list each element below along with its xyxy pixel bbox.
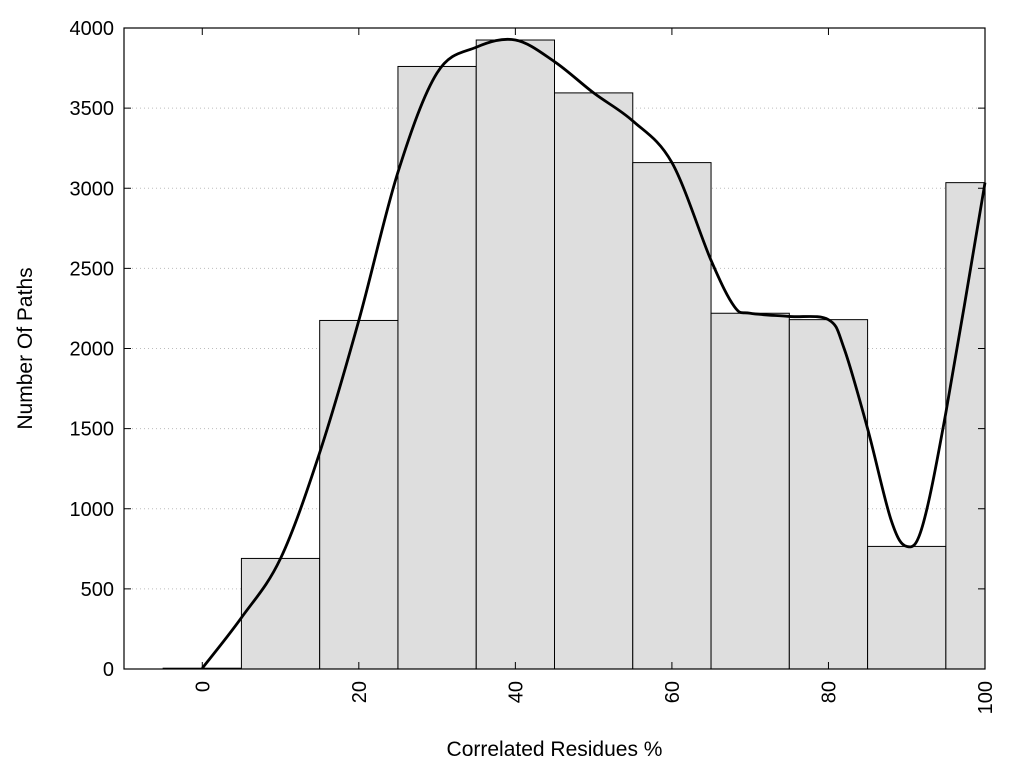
x-axis-title: Correlated Residues % (447, 738, 663, 761)
y-tick-label: 0 (103, 659, 114, 681)
x-axis: 0 20 40 60 80 100 (192, 28, 997, 714)
y-tick-label: 2000 (70, 339, 115, 361)
curve-line (201, 37, 987, 670)
x-tick-label: 80 (818, 681, 840, 703)
y-axis: 0 500 1000 1500 2000 2500 3000 3500 4000 (70, 18, 985, 681)
bar (632, 162, 712, 670)
bar (788, 319, 869, 670)
x-tick-label: 60 (662, 681, 684, 703)
y-tick-label: 3500 (70, 98, 115, 120)
x-tick-label: 20 (349, 681, 371, 703)
bar (240, 557, 321, 670)
bar (397, 65, 477, 670)
bar (867, 545, 947, 670)
y-tick-label: 1000 (70, 499, 115, 521)
y-tick-label: 500 (81, 579, 114, 601)
x-tick-label: 40 (505, 681, 527, 703)
x-tick-label: 0 (192, 681, 214, 692)
x-tick-label: 100 (975, 681, 997, 714)
bar (710, 312, 790, 670)
bar (475, 39, 555, 670)
bar (945, 182, 986, 670)
bar (319, 319, 399, 670)
y-tick-label: 1500 (70, 419, 115, 441)
y-axis-title: Number Of Paths (14, 267, 37, 429)
bar (554, 92, 634, 670)
y-tick-label: 3000 (70, 178, 115, 200)
smooth-curve (201, 37, 987, 670)
y-tick-label: 2500 (70, 258, 115, 280)
bars (162, 39, 986, 670)
y-tick-label: 4000 (70, 18, 115, 40)
